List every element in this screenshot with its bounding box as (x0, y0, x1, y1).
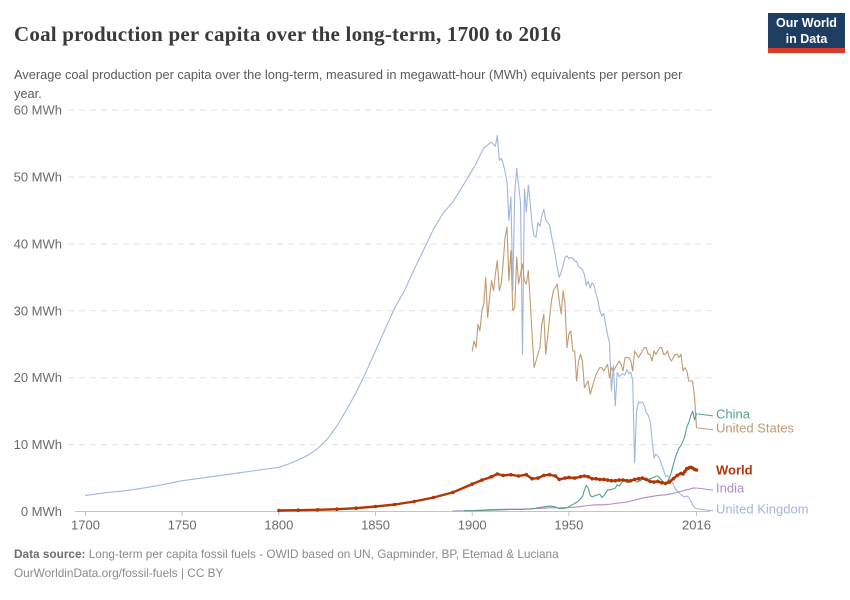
series-line-world[interactable] (277, 466, 698, 512)
series-marker-world (315, 508, 320, 512)
page-title: Coal production per capita over the long… (14, 22, 562, 47)
series-marker-world (495, 472, 500, 476)
chart-footer: Data source: Long-term per capita fossil… (14, 545, 559, 584)
x-tick-label-1900: 1900 (458, 518, 487, 533)
series-marker-world (354, 506, 359, 511)
series-marker-world (656, 479, 660, 484)
y-tick-label-40: 40 MWh (14, 236, 62, 251)
series-marker-world (601, 477, 606, 482)
series-line-china[interactable] (463, 410, 698, 512)
series-marker-world (681, 472, 685, 476)
series-marker-world (557, 477, 561, 482)
series-marker-world (586, 474, 590, 479)
series-marker-world (582, 474, 587, 478)
data-source-text: Long-term per capita fossil fuels - OWID… (88, 547, 559, 561)
series-label-united-states[interactable]: United States (716, 420, 795, 435)
y-tick-label-0: 0 MWh (21, 504, 62, 519)
series-marker-world (671, 476, 676, 481)
series-marker-world (590, 476, 594, 481)
series-marker-world (509, 472, 513, 477)
series-marker-world (632, 477, 637, 482)
series-label-united-kingdom[interactable]: United Kingdom (716, 501, 809, 516)
series-marker-world (605, 478, 610, 482)
series-marker-world (412, 499, 417, 504)
y-tick-label-10: 10 MWh (14, 437, 62, 452)
series-marker-world (516, 474, 521, 478)
series-marker-world (547, 472, 552, 477)
series-marker-world (617, 478, 621, 482)
series-line-united-kingdom[interactable] (84, 134, 698, 510)
owid-logo-line2: in Data (785, 32, 828, 46)
y-tick-label-20: 20 MWh (14, 370, 62, 385)
series-marker-world (536, 476, 540, 480)
series-marker-world (625, 478, 629, 483)
series-marker-world (553, 474, 558, 478)
series-marker-world (640, 476, 645, 480)
series-marker-world (598, 477, 602, 482)
series-marker-world (335, 507, 339, 512)
series-marker-world (609, 478, 614, 483)
x-tick-label-2016: 2016 (682, 518, 711, 533)
series-marker-world (644, 477, 648, 482)
series-marker-world (501, 473, 505, 478)
series-marker-world (524, 472, 529, 477)
series-marker-world (663, 481, 668, 486)
label-connector-china (697, 413, 714, 417)
chart-subtitle: Average coal production per capita over … (14, 66, 683, 101)
owid-logo[interactable]: Our World in Data (768, 13, 845, 53)
series-marker-world (393, 502, 397, 507)
x-tick-label-1850: 1850 (361, 518, 390, 533)
series-marker-world (480, 478, 484, 482)
series-marker-world (667, 480, 672, 484)
series-marker-world (563, 476, 567, 480)
label-connector-united-kingdom (697, 508, 714, 512)
y-tick-label-60: 60 MWh (14, 103, 62, 118)
x-tick-label-1800: 1800 (264, 518, 293, 533)
series-marker-world (675, 473, 679, 478)
series-marker-world (451, 490, 455, 495)
series-line-united-states[interactable] (471, 226, 698, 429)
series-marker-world (652, 480, 656, 484)
series-label-china[interactable]: China (716, 406, 751, 421)
data-source-label: Data source: (14, 547, 86, 561)
label-connector-united-states (697, 427, 714, 431)
series-marker-world (648, 479, 652, 484)
data-source-line: Data source: Long-term per capita fossil… (14, 545, 559, 564)
series-marker-world (613, 478, 618, 483)
series-label-world[interactable]: World (716, 463, 753, 478)
series-marker-world (489, 474, 494, 479)
series-marker-world (578, 474, 583, 479)
series-marker-world (373, 504, 378, 509)
series-marker-world (542, 473, 546, 478)
series-marker-world (431, 495, 436, 500)
label-connector-india (697, 487, 714, 491)
series-marker-world (629, 478, 633, 483)
x-tick-label-1750: 1750 (168, 518, 197, 533)
series-marker-world (277, 508, 281, 513)
series-marker-world (683, 469, 687, 474)
series-marker-world (296, 508, 301, 512)
series-label-india[interactable]: India (716, 481, 745, 496)
series-marker-world (567, 475, 571, 480)
owid-logo-line1: Our World (776, 16, 837, 30)
y-tick-label-50: 50 MWh (14, 170, 62, 185)
series-marker-world (572, 476, 577, 480)
series-marker-world (659, 480, 664, 485)
series-marker-world (594, 476, 598, 481)
series-line-india[interactable] (452, 487, 698, 512)
x-tick-label-1950: 1950 (554, 518, 583, 533)
attribution-line: OurWorldinData.org/fossil-fuels | CC BY (14, 566, 224, 581)
series-marker-world (470, 482, 475, 486)
series-marker-world (621, 478, 625, 482)
x-tick-label-1700: 1700 (71, 518, 100, 533)
series-marker-world (636, 476, 641, 481)
series-marker-world (530, 476, 534, 481)
series-marker-world (694, 468, 699, 472)
y-tick-label-30: 30 MWh (14, 303, 62, 318)
